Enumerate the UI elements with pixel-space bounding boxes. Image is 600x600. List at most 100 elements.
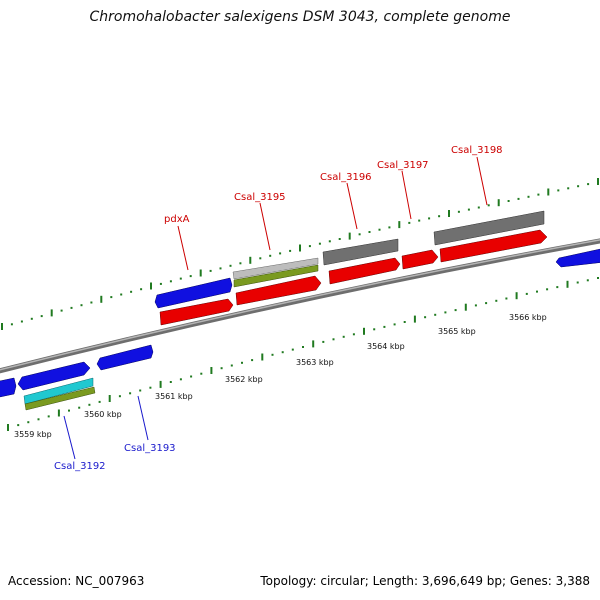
minor-tick [318, 242, 321, 245]
minor-tick [159, 282, 162, 285]
minor-tick [90, 301, 93, 304]
minor-tick [110, 296, 113, 299]
gene-gray-3198[interactable] [433, 210, 545, 246]
minor-tick [457, 210, 460, 213]
minor-tick [200, 372, 203, 375]
gene-label-csal-3193[interactable]: Csal_3193 [124, 443, 176, 454]
gene-lightgray-3195[interactable] [232, 257, 319, 280]
cds-pdxA[interactable] [159, 298, 234, 326]
scale-label-3564: 3564 kbp [367, 342, 405, 351]
minor-tick [289, 249, 292, 252]
gene-olive-3192[interactable] [24, 386, 96, 411]
scale-label-3559: 3559 kbp [14, 430, 52, 439]
minor-tick [328, 240, 331, 243]
major-tick [50, 309, 53, 317]
scale-label-3563: 3563 kbp [296, 358, 334, 367]
major-tick [261, 353, 264, 361]
minor-tick [47, 415, 50, 418]
major-tick [57, 409, 60, 417]
minor-tick [444, 311, 447, 314]
minor-tick [586, 279, 589, 282]
minor-tick [477, 206, 480, 209]
major-tick [159, 380, 162, 388]
minor-tick [525, 292, 528, 295]
minor-tick [241, 361, 243, 364]
minor-tick [454, 309, 457, 312]
gene-blue-3193[interactable] [96, 344, 154, 371]
inner-scale-ticks [7, 277, 599, 431]
gene-olive-3195[interactable] [233, 264, 319, 288]
minor-tick [536, 290, 538, 293]
minor-tick [556, 286, 559, 289]
gene-label-pdxA[interactable]: pdxA [164, 214, 190, 225]
minor-tick [434, 313, 437, 316]
minor-tick [527, 195, 530, 198]
minor-tick [37, 418, 40, 421]
major-tick [199, 269, 202, 277]
minor-tick [140, 288, 143, 291]
minor-tick [271, 353, 274, 356]
minor-tick [80, 304, 83, 307]
minor-tick [338, 238, 341, 240]
minor-tick [68, 409, 70, 412]
minor-tick [70, 306, 73, 309]
gene-label-csal-3192[interactable]: Csal_3192 [54, 461, 106, 472]
gene-label-csal-3195[interactable]: Csal_3195 [234, 192, 286, 203]
minor-tick [139, 389, 142, 392]
minor-tick [597, 277, 599, 279]
minor-tick [507, 200, 510, 202]
minor-tick [418, 219, 421, 222]
gene-gray-3196[interactable] [322, 238, 399, 266]
major-tick [7, 424, 9, 431]
major-tick [150, 282, 152, 290]
minor-tick [378, 228, 381, 231]
gene-label-csal-3196[interactable]: Csal_3196 [320, 172, 372, 183]
major-tick [249, 256, 252, 264]
minor-tick [120, 293, 123, 296]
minor-tick [373, 328, 376, 331]
gene-label-csal-3198[interactable]: Csal_3198 [451, 145, 503, 156]
major-tick [566, 280, 569, 288]
minor-tick [383, 325, 386, 328]
minor-tick [438, 215, 441, 218]
outer-scale-ticks [1, 178, 599, 330]
minor-tick [576, 281, 579, 284]
cds-3197[interactable] [401, 249, 439, 270]
cds-3195[interactable] [235, 275, 322, 306]
gene-blue-pdxA[interactable] [154, 277, 233, 309]
minor-tick [130, 290, 133, 293]
map-title: Chromohalobacter salexigens DSM 3043, co… [89, 9, 511, 25]
major-tick [413, 315, 416, 323]
gene-blue-left-edge[interactable] [0, 377, 17, 398]
gene-blue-right-edge[interactable] [555, 248, 600, 268]
gene-label-csal-3197[interactable]: Csal_3197 [377, 160, 429, 171]
major-tick [108, 395, 111, 402]
gene-blue-3192[interactable] [17, 361, 91, 391]
minor-tick [517, 197, 520, 200]
minor-tick [60, 309, 63, 312]
minor-tick [428, 217, 431, 220]
minor-tick [149, 386, 152, 389]
gene-cyan-3192[interactable] [23, 377, 94, 405]
accession-text: Accession: NC_007963 [8, 574, 145, 588]
minor-tick [20, 320, 23, 323]
minor-tick [179, 378, 182, 381]
minor-tick [537, 193, 540, 196]
minor-tick [487, 204, 490, 207]
scale-label-3561: 3561 kbp [155, 392, 193, 401]
major-tick [497, 199, 500, 207]
minor-tick [190, 375, 193, 378]
minor-tick [269, 254, 272, 257]
cds-3196[interactable] [328, 257, 401, 285]
minor-tick [40, 315, 43, 318]
minor-tick [27, 421, 30, 424]
minor-tick [98, 400, 101, 403]
minor-tick [302, 346, 304, 348]
minor-tick [88, 403, 91, 406]
minor-tick [209, 269, 212, 272]
scale-label-3566: 3566 kbp [509, 313, 547, 322]
minor-tick [587, 183, 590, 186]
cds-3198[interactable] [439, 229, 548, 263]
minor-tick [495, 299, 498, 302]
